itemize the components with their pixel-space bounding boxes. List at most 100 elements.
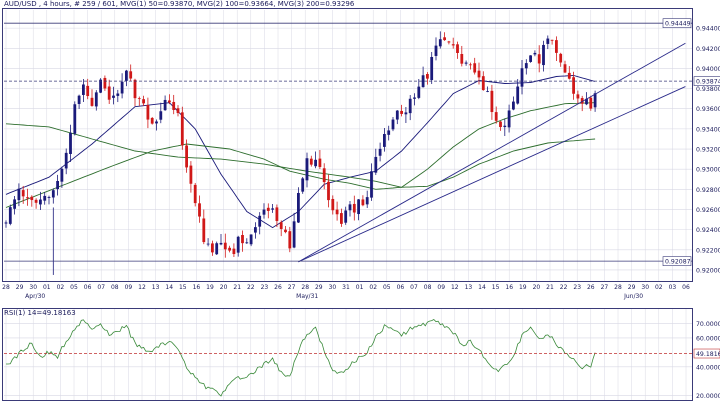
- time-tick-label: 30: [29, 284, 37, 291]
- bear-candle: [469, 64, 472, 66]
- bull-candle: [292, 221, 296, 248]
- time-tick-label: 02: [655, 284, 663, 291]
- bear-candle: [90, 97, 94, 106]
- bull-candle: [271, 208, 274, 210]
- bull-candle: [60, 168, 64, 182]
- bull-candle: [378, 148, 382, 156]
- time-tick-label: 28: [2, 284, 10, 291]
- time-tick-label: 22: [560, 284, 568, 291]
- time-tick-label: 12: [451, 284, 459, 291]
- bull-candle: [297, 192, 300, 223]
- bull-candle: [370, 171, 373, 198]
- bear-candle: [537, 54, 541, 64]
- bull-candle: [215, 243, 219, 255]
- bull-candle: [430, 56, 434, 81]
- bear-candle: [168, 100, 171, 103]
- time-tick-label: 05: [70, 284, 78, 291]
- bull-candle: [395, 110, 399, 120]
- rsi-line: [6, 319, 596, 397]
- bull-candle: [344, 210, 348, 223]
- rsi-current-label: 49.18163: [696, 351, 720, 358]
- time-tick-label: 19: [519, 284, 527, 291]
- bear-candle: [490, 90, 494, 113]
- bull-candle: [262, 209, 266, 215]
- price-markers: 0.94449 0.93874 0.92087: [4, 18, 720, 266]
- moving-averages: [5, 75, 596, 229]
- bear-candle: [266, 207, 270, 211]
- bull-candle: [438, 39, 442, 47]
- time-tick-label: 29: [315, 284, 323, 291]
- trendlines: [298, 42, 686, 263]
- price-y-axis: 0.92000 0.92200 0.92400 0.92600 0.92800 0.930…: [696, 26, 720, 275]
- bull-candle: [546, 38, 550, 44]
- time-tick-label: 23: [573, 284, 581, 291]
- month-label: Jun/30: [623, 293, 643, 300]
- bull-candle: [365, 197, 369, 205]
- time-tick-label: 22: [247, 284, 255, 291]
- bull-candle: [155, 121, 158, 124]
- bear-candle: [309, 158, 313, 165]
- time-tick-label: 03: [669, 284, 677, 291]
- time-tick-label: 21: [233, 284, 241, 291]
- price-tick-label: 0.92400: [696, 227, 720, 234]
- rsi-tick-label: 70.000000: [696, 321, 720, 328]
- bear-candle: [129, 71, 133, 79]
- bull-candle: [593, 93, 597, 108]
- price-tick-label: 0.93200: [696, 147, 720, 154]
- price-tick-label: 0.92600: [696, 207, 720, 214]
- bull-candle: [417, 86, 421, 98]
- bull-candle: [413, 97, 416, 99]
- price-panel-frame: [2, 8, 693, 282]
- low-price-label-box: [662, 256, 692, 266]
- time-tick-label: 21: [546, 284, 554, 291]
- bull-candle: [77, 95, 81, 104]
- bull-candle: [391, 119, 395, 130]
- mvg-line-1: [5, 75, 596, 229]
- bear-candle: [443, 37, 446, 41]
- price-tick-label: 0.93800: [696, 86, 720, 93]
- bull-candle: [245, 242, 249, 244]
- bull-candle: [116, 93, 120, 96]
- bear-candle: [572, 77, 575, 94]
- time-tick-label: 05: [383, 284, 391, 291]
- price-tick-label: 0.94000: [696, 66, 720, 73]
- bear-candle: [451, 44, 455, 46]
- time-tick-label: 26: [587, 284, 595, 291]
- bear-candle: [34, 199, 38, 203]
- bear-candle: [481, 76, 485, 91]
- mvg-line-3: [5, 123, 596, 188]
- time-tick-label: 23: [261, 284, 269, 291]
- bull-candle: [73, 104, 77, 134]
- bear-candle: [361, 199, 365, 206]
- month-label: Apr/30: [25, 293, 45, 300]
- bull-candle: [301, 178, 305, 192]
- time-tick-label: 07: [97, 284, 105, 291]
- time-tick-label: 09: [437, 284, 445, 291]
- time-tick-label: 15: [179, 284, 187, 291]
- price-tick-label: 0.92200: [696, 247, 720, 254]
- bull-candle: [383, 133, 386, 147]
- time-tick-label: 30: [641, 284, 649, 291]
- time-tick-label: 01: [356, 284, 364, 291]
- time-tick-label: 14: [165, 284, 173, 291]
- time-tick-label: 20: [533, 284, 541, 291]
- bull-candle: [17, 188, 21, 201]
- time-tick-label: 29: [628, 284, 636, 291]
- bear-candle: [228, 247, 231, 251]
- bear-candle: [172, 101, 176, 110]
- rsi-tick-label: 20.000000: [696, 393, 720, 400]
- bear-candle: [193, 184, 197, 204]
- time-tick-label: 02: [57, 284, 65, 291]
- bear-candle: [30, 196, 34, 201]
- bear-candle: [232, 248, 236, 255]
- time-tick-label: 13: [465, 284, 473, 291]
- bull-candle: [434, 45, 438, 56]
- bear-candle: [322, 168, 326, 183]
- bear-candle: [137, 98, 141, 100]
- time-tick-label: 12: [138, 284, 146, 291]
- current-price-label-box: [693, 76, 720, 86]
- bear-candle: [180, 112, 184, 146]
- bear-candle: [150, 117, 154, 124]
- chart-title: AUD/USD , 4 hours, # 259 / 601, MVG(1) 5…: [4, 0, 355, 8]
